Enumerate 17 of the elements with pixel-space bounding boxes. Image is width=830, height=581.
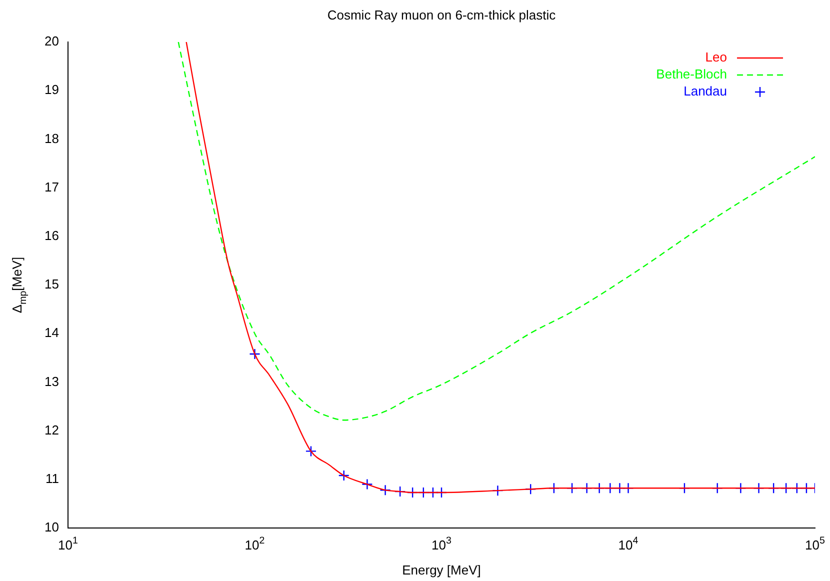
y-tick-label: 15 — [44, 276, 59, 292]
y-tick-label: 20 — [44, 34, 59, 49]
x-axis-title: Energy [MeV] — [402, 562, 481, 578]
y-tick-label: 14 — [44, 325, 59, 340]
legend-label: Bethe-Bloch — [656, 66, 728, 82]
y-tick-label: 16 — [44, 228, 59, 243]
y-tick-label: 19 — [44, 82, 59, 98]
y-tick-label: 18 — [44, 130, 59, 146]
y-tick-label: 10 — [44, 520, 59, 535]
y-tick-label: 11 — [46, 470, 59, 486]
y-axis-title: Δmp[MeV] — [10, 256, 29, 314]
legend-label: Leo — [705, 50, 728, 65]
chart-title: Cosmic Ray muon on 6-cm-thick plastic — [327, 8, 556, 23]
y-tick-label: 13 — [44, 374, 59, 389]
y-tick-label: 17 — [44, 179, 59, 194]
y-tick-label: 12 — [44, 422, 59, 438]
legend-label: Landau — [684, 84, 728, 99]
